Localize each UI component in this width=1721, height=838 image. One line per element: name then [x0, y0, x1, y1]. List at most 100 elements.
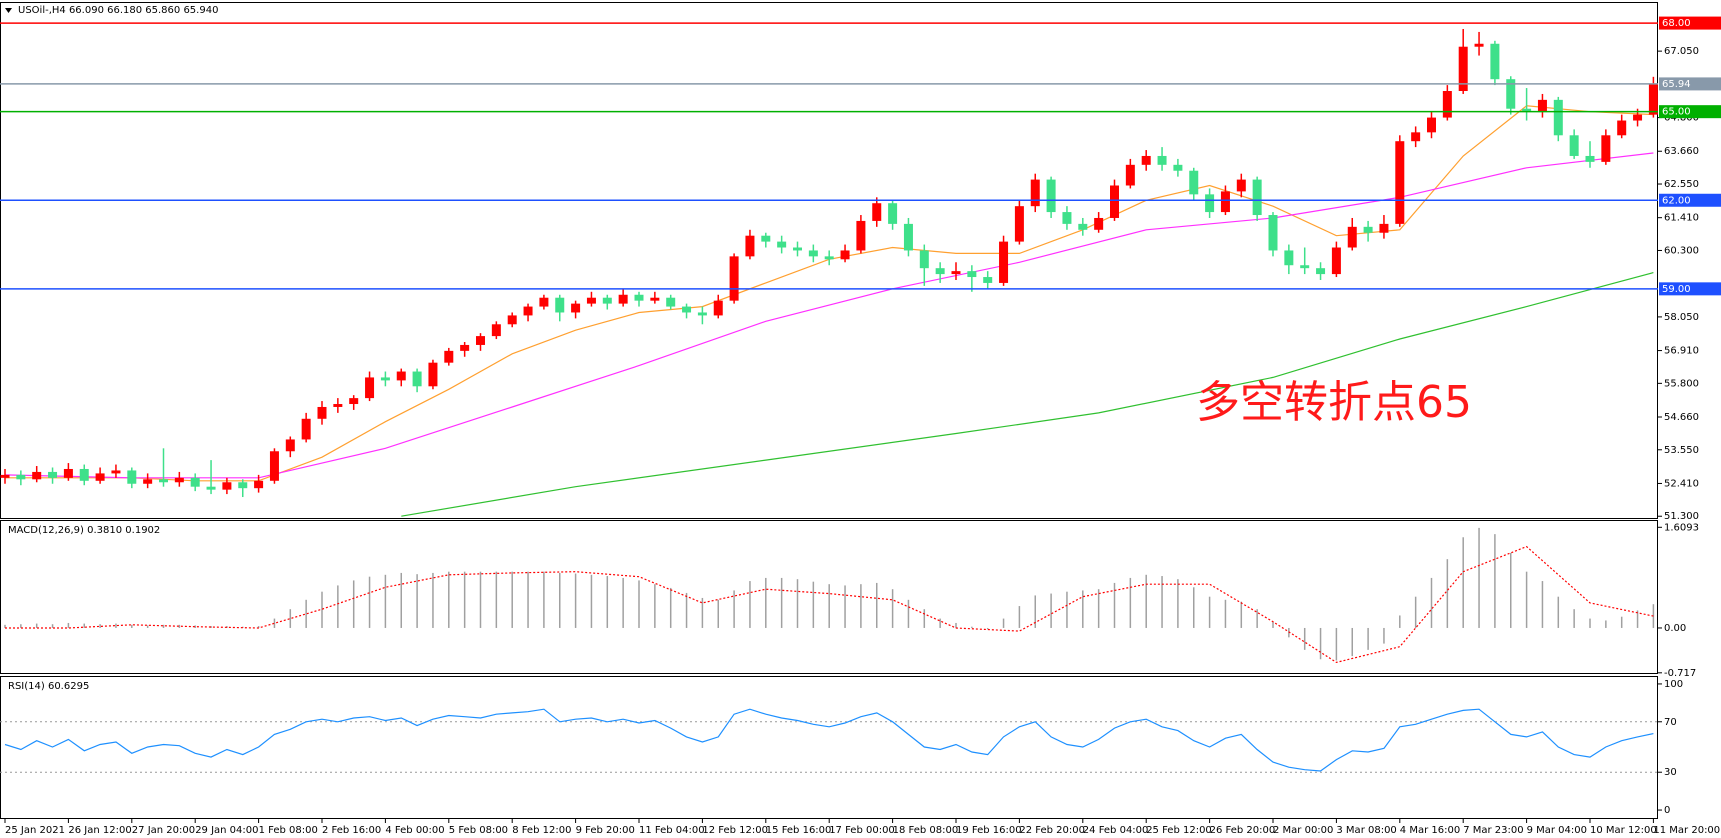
candle-body — [1553, 99, 1563, 136]
x-tick-label: 27 Jan 20:00 — [132, 825, 195, 836]
x-tick-label: 3 Mar 08:00 — [1336, 825, 1396, 836]
panel-clip — [0, 28, 1658, 517]
candle-body — [935, 268, 945, 275]
x-tick-label: 1 Feb 08:00 — [259, 825, 318, 836]
candle-body — [1014, 206, 1024, 242]
macd-title: MACD(12,26,9) 0.3810 0.1902 — [8, 525, 160, 536]
candle-body — [1046, 179, 1056, 213]
y-tick-label: 51.300 — [1664, 511, 1699, 522]
candle-body — [380, 377, 390, 381]
rsi-title: RSI(14) 60.6295 — [8, 681, 89, 692]
candle-body — [1474, 43, 1484, 47]
candle-body — [1648, 83, 1658, 115]
candle-body — [254, 480, 264, 489]
x-tick-label: 8 Feb 12:00 — [512, 825, 571, 836]
candle-body — [412, 371, 422, 387]
candle-body — [174, 477, 184, 483]
candle-body — [1062, 212, 1072, 224]
x-tick-label: 17 Feb 00:00 — [829, 825, 895, 836]
candle-body — [491, 324, 501, 337]
candle-body — [317, 406, 327, 419]
candle-body — [127, 470, 137, 484]
y-tick-label: 60.300 — [1664, 245, 1699, 256]
candle-body — [0, 474, 10, 478]
x-tick-label: 26 Jan 12:00 — [68, 825, 131, 836]
candle-body — [1585, 155, 1595, 162]
x-tick-label: 11 Mar 20:00 — [1653, 825, 1720, 836]
menu-triangle — [5, 8, 12, 13]
candle-body — [539, 297, 549, 307]
candle-body — [111, 470, 121, 474]
candle-body — [48, 471, 58, 478]
candle-body — [1173, 164, 1183, 171]
candle-body — [285, 439, 295, 452]
candle-body — [1141, 155, 1151, 165]
x-tick-label: 15 Feb 16:00 — [766, 825, 832, 836]
candle-body — [1427, 117, 1436, 133]
rsi-line — [4, 708, 1654, 772]
candle-body — [983, 277, 993, 283]
candle-body — [1252, 179, 1262, 216]
candle-body — [1189, 170, 1199, 195]
candle-body — [1331, 247, 1341, 275]
candle-body — [1236, 179, 1246, 192]
candle-body — [919, 250, 929, 269]
y-tick-label: 54.660 — [1664, 412, 1699, 423]
candle-body — [856, 220, 866, 251]
candle-body — [793, 247, 802, 251]
candle-body — [1395, 141, 1405, 224]
candle-body — [571, 303, 581, 313]
candle-body — [1601, 135, 1611, 162]
y-tick-label: 52.410 — [1664, 478, 1699, 489]
x-tick-label: 25 Jan 2021 — [5, 825, 65, 836]
candle-body — [713, 300, 723, 316]
macd-frame — [0, 520, 1658, 674]
x-tick-label: 22 Feb 20:00 — [1019, 825, 1085, 836]
candle-body — [1300, 265, 1310, 269]
y-tick-label: -0.717 — [1664, 668, 1696, 679]
level-tag — [1659, 16, 1721, 30]
x-tick-label: 9 Mar 04:00 — [1527, 825, 1587, 836]
candle-body — [1633, 114, 1643, 121]
candle-body — [222, 482, 232, 490]
x-tick-label: 10 Mar 12:00 — [1590, 825, 1657, 836]
level-tag — [1659, 282, 1721, 296]
y-tick-label: 100 — [1664, 679, 1683, 690]
level-label: 65.00 — [1662, 107, 1691, 118]
candle-body — [761, 235, 771, 242]
candle-body — [1316, 268, 1326, 275]
level-label: 65.94 — [1662, 79, 1691, 90]
candle-body — [444, 350, 454, 363]
candle-body — [1205, 194, 1215, 213]
y-tick-label: 63.660 — [1664, 146, 1699, 157]
chart-title: USOil-,H4 66.090 66.180 65.860 65.940 — [18, 5, 218, 16]
candle-body — [586, 297, 596, 304]
candle-body — [1347, 226, 1357, 248]
candle-body — [159, 479, 168, 483]
candle-body — [824, 256, 834, 260]
moving-average — [401, 272, 1654, 517]
level-label: 62.00 — [1662, 195, 1691, 206]
candle-body — [507, 315, 517, 325]
candle-body — [729, 256, 739, 301]
x-tick-label: 2 Mar 00:00 — [1273, 825, 1333, 836]
candle-body — [1284, 250, 1294, 266]
y-tick-label: 62.550 — [1664, 179, 1699, 190]
candle-body — [1157, 155, 1167, 165]
candle-body — [1490, 43, 1500, 80]
candle-body — [666, 297, 676, 307]
level-tag — [1659, 105, 1721, 119]
candle-body — [143, 479, 153, 484]
candle-body — [1569, 135, 1579, 156]
y-tick-label: 53.550 — [1664, 445, 1699, 456]
x-tick-label: 29 Jan 04:00 — [195, 825, 258, 836]
candle-body — [63, 468, 73, 478]
candle-body — [1363, 226, 1373, 233]
x-tick-label: 11 Feb 04:00 — [639, 825, 705, 836]
candle-body — [1094, 217, 1104, 230]
candle-body — [1617, 120, 1627, 136]
candle-body — [301, 418, 311, 440]
